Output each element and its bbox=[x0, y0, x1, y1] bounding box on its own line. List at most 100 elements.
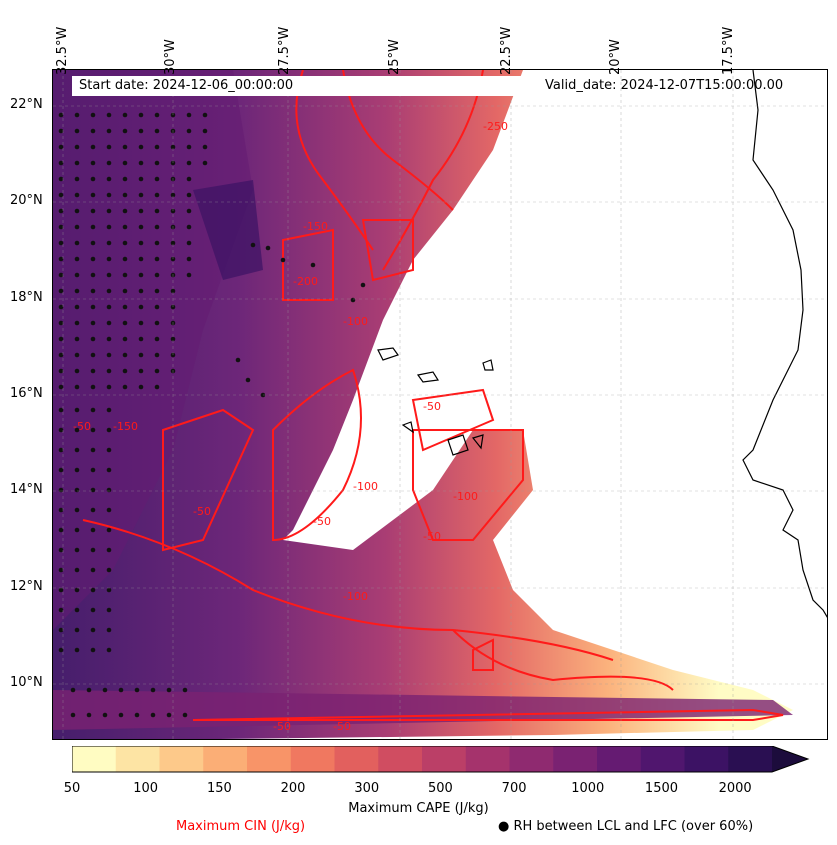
rh-dot bbox=[58, 208, 64, 214]
rh-dot bbox=[154, 224, 160, 230]
lat-label: 12°N bbox=[10, 579, 43, 594]
rh-dot bbox=[74, 467, 80, 473]
rh-dot bbox=[122, 112, 128, 118]
rh-dot bbox=[58, 176, 64, 182]
rh-dot bbox=[186, 192, 192, 198]
rh-dot bbox=[106, 352, 112, 358]
rh-dot bbox=[186, 176, 192, 182]
rh-dot bbox=[154, 176, 160, 182]
rh-dot bbox=[90, 587, 96, 593]
rh-dot bbox=[90, 607, 96, 613]
colorbar-segment bbox=[465, 746, 510, 772]
rh-dot bbox=[90, 368, 96, 374]
rh-dot bbox=[58, 527, 64, 533]
cin-label: -150 bbox=[303, 220, 328, 233]
rh-dot bbox=[106, 144, 112, 150]
cin-contour bbox=[452, 629, 674, 691]
rh-dot bbox=[58, 224, 64, 230]
rh-dot bbox=[166, 712, 172, 718]
rh-dot bbox=[58, 320, 64, 326]
rh-dot bbox=[186, 112, 192, 118]
lon-label: 17.5°W bbox=[721, 26, 736, 75]
rh-dot bbox=[58, 112, 64, 118]
rh-dot bbox=[202, 128, 208, 134]
rh-dot bbox=[106, 112, 112, 118]
rh-dot bbox=[106, 224, 112, 230]
rh-dot bbox=[106, 467, 112, 473]
rh-dot bbox=[202, 160, 208, 166]
rh-dot bbox=[90, 144, 96, 150]
colorbar-tick-label: 100 bbox=[133, 781, 159, 796]
rh-dot bbox=[106, 192, 112, 198]
rh-dot bbox=[122, 208, 128, 214]
colorbar-tick-label: 700 bbox=[501, 781, 527, 796]
colorbar-segment bbox=[203, 746, 248, 772]
rh-dot bbox=[58, 144, 64, 150]
rh-dot bbox=[170, 336, 176, 342]
rh-dot bbox=[74, 627, 80, 633]
cin-contour bbox=[382, 70, 484, 271]
rh-dot bbox=[138, 384, 144, 390]
colorbar-segment bbox=[640, 746, 685, 772]
rh-dot bbox=[74, 304, 80, 310]
rh-dot bbox=[138, 176, 144, 182]
colorbar-tick-label: 150 bbox=[206, 781, 232, 796]
rh-dot bbox=[106, 547, 112, 553]
cin-label: -50 bbox=[423, 400, 441, 413]
rh-dot bbox=[90, 288, 96, 294]
rh-dot bbox=[90, 160, 96, 166]
rh-dot bbox=[122, 256, 128, 262]
rh-dot bbox=[106, 176, 112, 182]
rh-dot bbox=[58, 336, 64, 342]
rh-dot bbox=[170, 240, 176, 246]
rh-dot bbox=[280, 257, 286, 263]
rh-dot bbox=[154, 112, 160, 118]
rh-dot bbox=[74, 427, 80, 433]
rh-dot bbox=[106, 567, 112, 573]
rh-dot bbox=[58, 160, 64, 166]
rh-dot bbox=[58, 352, 64, 358]
cin-label: -50 bbox=[273, 720, 291, 733]
rh-dot bbox=[265, 245, 271, 251]
map-panel: -150 -250 -100 -200 -50 -150 -50 -100 -5… bbox=[52, 69, 828, 740]
rh-dot bbox=[122, 288, 128, 294]
rh-dot bbox=[74, 407, 80, 413]
cin-contour bbox=[192, 708, 784, 721]
rh-dot bbox=[106, 304, 112, 310]
rh-dot bbox=[310, 262, 316, 268]
rh-dot bbox=[350, 297, 356, 303]
colorbar-tick-label: 500 bbox=[427, 781, 453, 796]
rh-dot bbox=[58, 288, 64, 294]
rh-dot bbox=[58, 192, 64, 198]
rh-dot bbox=[186, 160, 192, 166]
cin-label: -50 bbox=[193, 505, 211, 518]
cape-verde-island bbox=[401, 421, 414, 434]
rh-dot bbox=[74, 256, 80, 262]
rh-dot bbox=[235, 357, 241, 363]
cin-label: -50 bbox=[423, 530, 441, 543]
rh-dot bbox=[154, 288, 160, 294]
cin-label: -200 bbox=[293, 275, 318, 288]
colorbar-tick-label: 300 bbox=[354, 781, 380, 796]
colorbar-tick-label: 200 bbox=[280, 781, 306, 796]
rh-dot bbox=[90, 272, 96, 278]
rh-dot bbox=[90, 336, 96, 342]
rh-dot bbox=[106, 368, 112, 374]
rh-dot bbox=[74, 320, 80, 326]
cin-contour bbox=[411, 388, 495, 452]
map-canvas: -150 -250 -100 -200 -50 -150 -50 -100 -5… bbox=[53, 70, 827, 739]
rh-dot bbox=[138, 304, 144, 310]
lat-label: 22°N bbox=[10, 97, 43, 112]
rh-dot bbox=[138, 160, 144, 166]
rh-dot bbox=[106, 527, 112, 533]
rh-dot bbox=[106, 128, 112, 134]
rh-dot bbox=[74, 224, 80, 230]
cin-contour bbox=[342, 70, 454, 211]
colorbar-segment bbox=[553, 746, 598, 772]
cin-contour bbox=[412, 429, 524, 541]
rh-dot bbox=[186, 240, 192, 246]
rh-dot bbox=[118, 687, 124, 693]
rh-dot bbox=[74, 160, 80, 166]
lat-label: 18°N bbox=[10, 290, 43, 305]
rh-dot bbox=[154, 352, 160, 358]
